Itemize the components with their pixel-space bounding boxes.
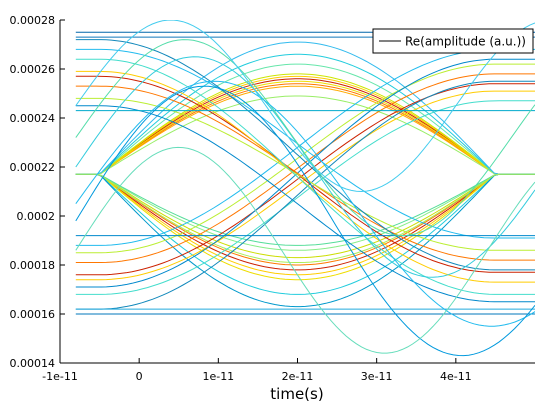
trace-rise-20 — [75, 83, 535, 276]
trace-fall-33 — [75, 48, 535, 239]
x-axis-title: time(s) — [270, 385, 323, 403]
x-tick-label: 4e-11 — [440, 370, 472, 383]
x-tick-label: 1e-11 — [202, 370, 234, 383]
y-tick-label: 0.00022 — [10, 161, 56, 174]
trace-high-3 — [75, 73, 535, 175]
y-tick-label: 0.00024 — [10, 112, 56, 125]
trace-low-17 — [75, 173, 535, 246]
x-tick-label: 2e-11 — [282, 370, 314, 383]
trace-low-16 — [75, 173, 535, 295]
y-tick-label: 0.00016 — [10, 308, 56, 321]
trace-high-5 — [75, 80, 535, 175]
axes: 0.00014 0.00016 0.00018 0.0002 0.00022 0.0002… — [10, 14, 535, 383]
trace-high-2 — [75, 75, 535, 175]
x-tick-label: 0 — [136, 370, 143, 383]
trace-wave-47 — [75, 146, 535, 354]
x-tick-label: 3e-11 — [361, 370, 393, 383]
trace-fall-30 — [75, 70, 535, 283]
trace-low-14 — [75, 173, 535, 281]
trace-low-12 — [75, 173, 535, 276]
trace-wave-42 — [75, 56, 535, 278]
trace-low-15 — [75, 173, 535, 251]
trace-wave-46 — [75, 20, 535, 193]
trace-low-18 — [75, 173, 535, 308]
x-tick-label: -1e-11 — [42, 370, 78, 383]
trace-rise-26 — [75, 58, 535, 288]
y-tick-label: 0.00014 — [10, 357, 56, 370]
y-tick-label: 0.00026 — [10, 63, 56, 76]
trace-wave-44 — [75, 80, 535, 327]
trace-fall-34 — [75, 105, 535, 303]
trace-fall-31 — [75, 97, 535, 251]
trace-high-6 — [75, 63, 535, 175]
trace-high-7 — [75, 53, 535, 175]
legend: Re(amplitude (a.u.)) — [372, 28, 534, 54]
trace-low-10 — [75, 173, 535, 271]
trace-high-8 — [75, 95, 535, 175]
trace-wave-45 — [75, 85, 535, 357]
trace-high-1 — [75, 83, 535, 175]
y-tick-label: 0.0002 — [17, 210, 56, 223]
trace-high-0 — [75, 78, 535, 175]
y-tick-label: 0.00028 — [10, 14, 56, 27]
trace-rise-23 — [75, 63, 535, 254]
trace-rise-27 — [75, 80, 535, 310]
y-tick-label: 0.00018 — [10, 259, 56, 272]
trace-rise-24 — [75, 100, 535, 295]
trace-fall-28 — [75, 75, 535, 273]
trace-low-13 — [75, 173, 535, 259]
trace-low-19 — [75, 173, 535, 263]
trace-high-4 — [75, 85, 535, 175]
trace-rise-22 — [75, 90, 535, 281]
trace-low-11 — [75, 173, 535, 266]
trace-wave-43 — [75, 39, 535, 237]
signal-traces — [75, 20, 535, 357]
trace-rise-21 — [75, 73, 535, 263]
trace-fall-32 — [75, 58, 535, 295]
legend-entry-label: Re(amplitude (a.u.)) — [405, 35, 526, 49]
trace-high-9 — [75, 41, 535, 175]
